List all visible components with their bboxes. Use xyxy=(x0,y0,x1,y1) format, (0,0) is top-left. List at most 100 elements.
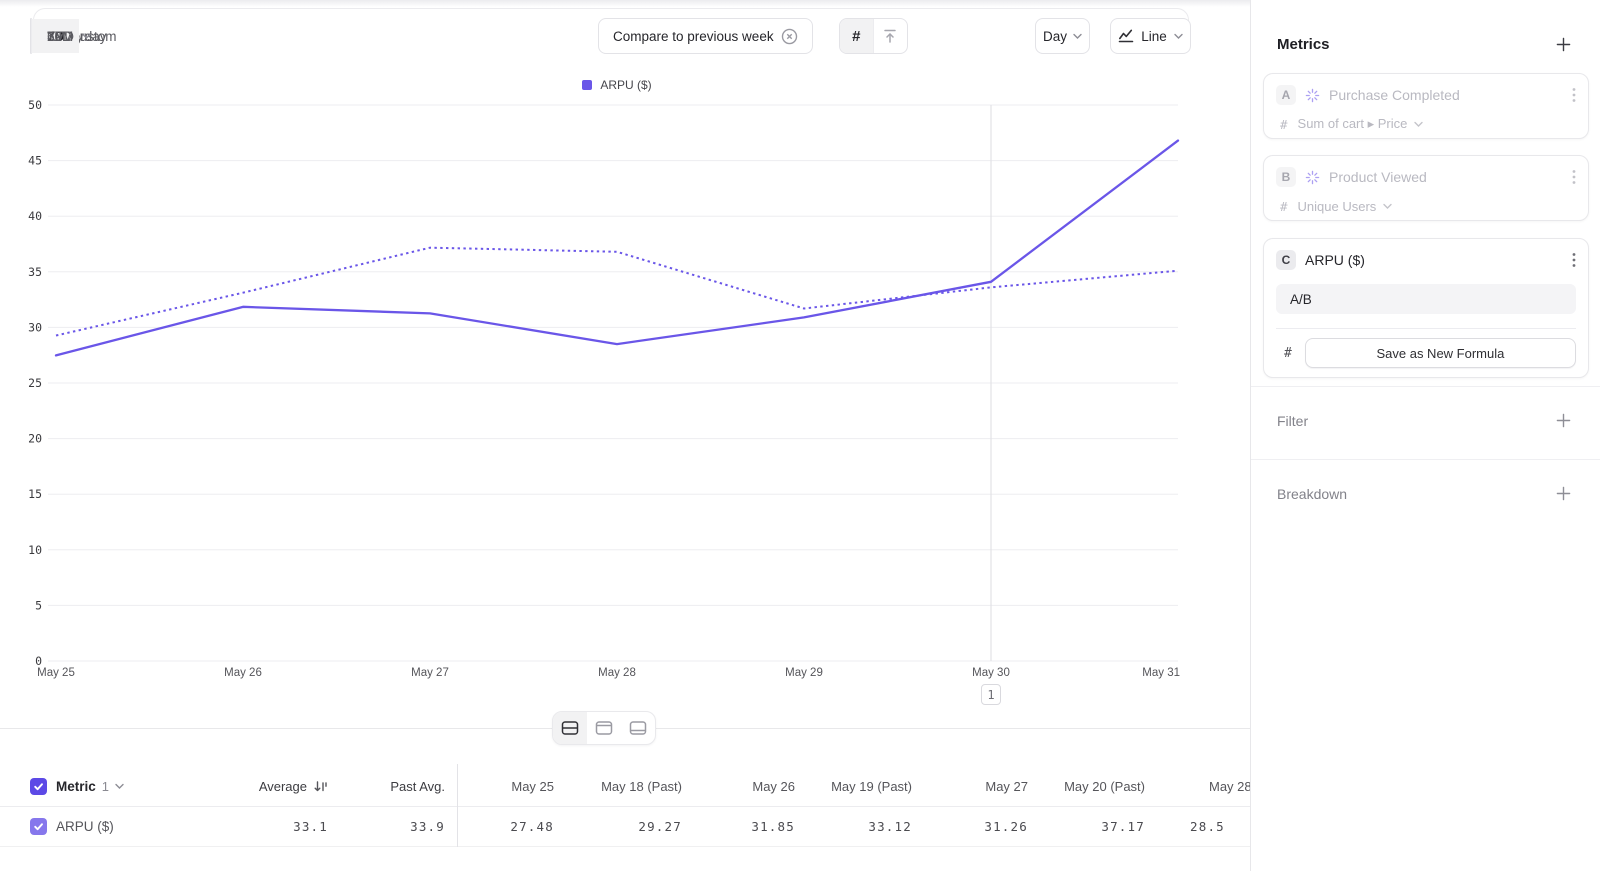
compare-chip[interactable]: Compare to previous week xyxy=(598,18,813,54)
row-metric-name: ARPU ($) xyxy=(56,819,114,834)
y-axis-tick-label: 25 xyxy=(28,376,42,390)
range-button-7d[interactable]: 7D xyxy=(31,19,80,53)
add-breakdown-button[interactable] xyxy=(1555,485,1572,502)
line-chart-icon xyxy=(1118,28,1134,44)
metric-badge-b: B xyxy=(1276,167,1296,187)
dismiss-compare-icon[interactable] xyxy=(781,28,798,45)
chart-type-label: Line xyxy=(1141,28,1167,44)
chevron-down-icon xyxy=(82,33,91,40)
sidebar-divider xyxy=(1250,0,1251,871)
metric-badge-c: C xyxy=(1276,250,1296,270)
measure-hash-icon: # xyxy=(1280,198,1288,214)
y-axis-tick-label: 15 xyxy=(28,487,42,501)
legend-label: ARPU ($) xyxy=(600,78,652,92)
pull-up-toggle[interactable] xyxy=(874,19,908,53)
breakdown-section-title: Breakdown xyxy=(1277,486,1348,502)
table-header-may-28: May 28 xyxy=(1209,778,1252,794)
metric-card-b[interactable]: B Product Viewed # Unique Users xyxy=(1263,155,1589,221)
save-formula-button[interactable]: Save as New Formula xyxy=(1304,338,1576,368)
y-axis-tick-label: 20 xyxy=(28,432,42,446)
metric-column-dropdown[interactable]: Metric 1 xyxy=(56,766,124,806)
x-axis-tick-label: May 25 xyxy=(37,667,75,679)
metric-menu-icon[interactable] xyxy=(1572,87,1576,103)
add-metric-button[interactable] xyxy=(1555,36,1572,53)
metric-count: 1 xyxy=(101,778,109,794)
table-cell: 37.17 xyxy=(1101,819,1145,834)
y-axis-tick-label: 45 xyxy=(28,154,42,168)
table-header-may-25: May 25 xyxy=(511,778,554,794)
y-axis-tick-label: 30 xyxy=(28,320,42,334)
chevron-down-icon xyxy=(1174,33,1183,40)
metrics-section-title: Metrics xyxy=(1277,36,1330,53)
hash-grid-icon: # xyxy=(852,27,861,45)
card-divider xyxy=(1276,328,1576,329)
metric-title: ARPU ($) xyxy=(1305,252,1365,268)
metric-title: Purchase Completed xyxy=(1329,87,1460,103)
measure-label: Unique Users xyxy=(1297,198,1377,214)
series-line-current xyxy=(54,139,1180,357)
split-view-button[interactable] xyxy=(553,712,587,744)
top-scroll-shadow xyxy=(0,0,1250,7)
table-header-may-19-past-: May 19 (Past) xyxy=(831,778,912,794)
date-range-segmented-control: CustomTodayYesterday7D30D3M6M12MXTD xyxy=(30,18,117,54)
measure-dropdown[interactable]: Sum of cart ▸ Price xyxy=(1298,116,1424,132)
table-header-may-27: May 27 xyxy=(985,778,1028,794)
row-checkbox[interactable] xyxy=(30,818,47,835)
metric-menu-icon[interactable] xyxy=(1572,252,1576,268)
chart-only-view-button[interactable] xyxy=(587,712,621,744)
x-axis-tick-label: May 30 xyxy=(972,667,1010,679)
table-header-may-20-past-: May 20 (Past) xyxy=(1064,778,1145,794)
grid-values-toggle[interactable]: # xyxy=(840,19,874,53)
series-line-past xyxy=(55,246,1179,337)
y-axis-tick-label: 5 xyxy=(35,598,42,612)
metric-menu-icon[interactable] xyxy=(1572,169,1576,185)
section-divider xyxy=(1251,386,1600,387)
table-header-past-avg-: Past Avg. xyxy=(390,778,445,794)
x-axis-tick-label: May 27 xyxy=(411,667,449,679)
table-header-may-18-past-: May 18 (Past) xyxy=(601,778,682,794)
measure-hash-icon: # xyxy=(1280,116,1288,132)
select-all-checkbox[interactable] xyxy=(30,778,47,795)
chart-canvas[interactable]: 0 5 10 15 20 25 30 35 40 45 50 May 25 May 26 May 27 Ma… xyxy=(0,0,1250,728)
section-divider xyxy=(1251,459,1600,460)
formula-input[interactable] xyxy=(1276,284,1576,314)
table-header-row: Metric 1 Average Past Avg. May 25 May 18 (P… xyxy=(0,766,1252,807)
filter-section-title: Filter xyxy=(1277,413,1309,429)
add-filter-button[interactable] xyxy=(1555,412,1572,429)
measure-dropdown[interactable]: Unique Users xyxy=(1298,199,1393,214)
granularity-dropdown[interactable]: Day xyxy=(1035,18,1090,54)
metric-card-a[interactable]: A Purchase Completed # Sum of cart ▸ Pri… xyxy=(1263,73,1589,139)
metric-badge-a: A xyxy=(1276,85,1296,105)
table-header-may-26: May 26 xyxy=(752,778,795,794)
chevron-down-icon xyxy=(1383,203,1392,209)
granularity-label: Day xyxy=(1042,28,1067,44)
table-only-view-button[interactable] xyxy=(621,712,655,744)
table-cell: 33.9 xyxy=(410,819,445,834)
x-axis-tick-label: May 29 xyxy=(785,667,823,679)
chevron-down-icon xyxy=(115,783,124,790)
chevron-down-icon xyxy=(1073,33,1082,40)
x-axis-tick-label: May 26 xyxy=(224,667,262,679)
table-cell: 27.48 xyxy=(510,819,554,834)
formula-hash-icon: # xyxy=(1284,345,1292,361)
table-header-average[interactable]: Average xyxy=(259,766,328,806)
table-row: ARPU ($) 33.1 33.9 27.48 29.27 31.85 33.12 31.… xyxy=(0,807,1250,847)
table-column-divider xyxy=(457,764,458,847)
range-button-xtd[interactable]: XTD xyxy=(31,19,106,53)
metric-header-label: Metric xyxy=(56,778,96,794)
metric-card-c[interactable]: C ARPU ($) # Save as New Formula xyxy=(1263,238,1589,378)
annotation-marker[interactable]: 1 xyxy=(981,684,1001,705)
table-cell: 33.1 xyxy=(293,819,328,834)
config-sidebar: Metrics A Purchase Completed # xyxy=(1251,0,1600,871)
pull-up-icon xyxy=(881,27,899,45)
event-sparkle-icon xyxy=(1305,170,1320,185)
chart-type-dropdown[interactable]: Line xyxy=(1110,18,1191,54)
measure-label: Sum of cart ▸ Price xyxy=(1297,116,1408,131)
table-cell: 31.26 xyxy=(984,819,1028,834)
table-cell: 29.27 xyxy=(638,819,682,834)
legend-swatch xyxy=(582,80,593,90)
sort-icon[interactable] xyxy=(313,780,328,793)
y-axis-tick-label: 50 xyxy=(28,98,42,112)
y-axis-tick-label: 35 xyxy=(28,265,42,279)
